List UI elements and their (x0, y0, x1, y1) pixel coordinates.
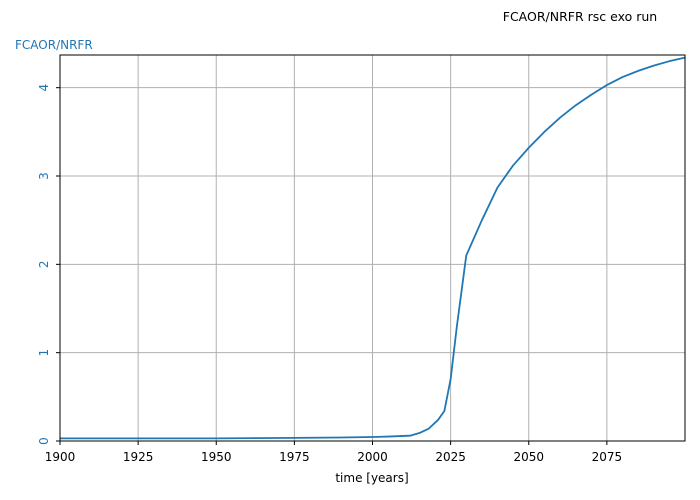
chart-title: FCAOR/NRFR rsc exo run (503, 9, 657, 24)
y-tick-label: 1 (37, 349, 51, 357)
x-tick-label: 2025 (435, 450, 466, 464)
series-line (60, 56, 686, 440)
y-tick-label: 4 (37, 84, 51, 92)
series-layer (60, 56, 686, 440)
y-tick-label: 2 (37, 261, 51, 269)
x-tick-label: 2050 (513, 450, 544, 464)
grid (59, 55, 685, 442)
x-tick-label: 2075 (592, 450, 623, 464)
ticks: 1900 1925 1950 1975 2000 2025 2050 2075 0 1 2 3 4 (37, 84, 622, 464)
x-tick-label: 2000 (357, 450, 388, 464)
y-tick-label: 3 (37, 172, 51, 180)
x-tick-label: 1900 (45, 450, 76, 464)
x-tick-label: 1950 (201, 450, 232, 464)
y-axis-label: FCAOR/NRFR (15, 38, 93, 52)
x-tick-label: 1975 (279, 450, 310, 464)
x-tick-label: 1925 (123, 450, 154, 464)
x-axis-label: time [years] (335, 471, 408, 485)
y-tick-label: 0 (37, 437, 51, 445)
